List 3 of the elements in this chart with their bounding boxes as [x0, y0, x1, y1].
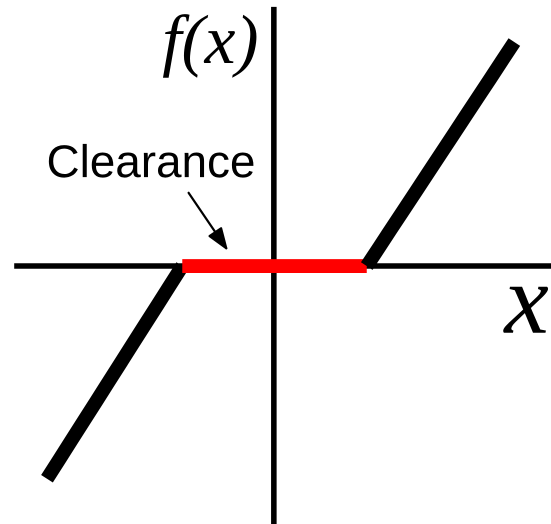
annotation: Clearance	[48, 144, 254, 178]
x-axis-title: x	[503, 286, 548, 333]
y-axis-title: f(x)	[162, 14, 256, 78]
